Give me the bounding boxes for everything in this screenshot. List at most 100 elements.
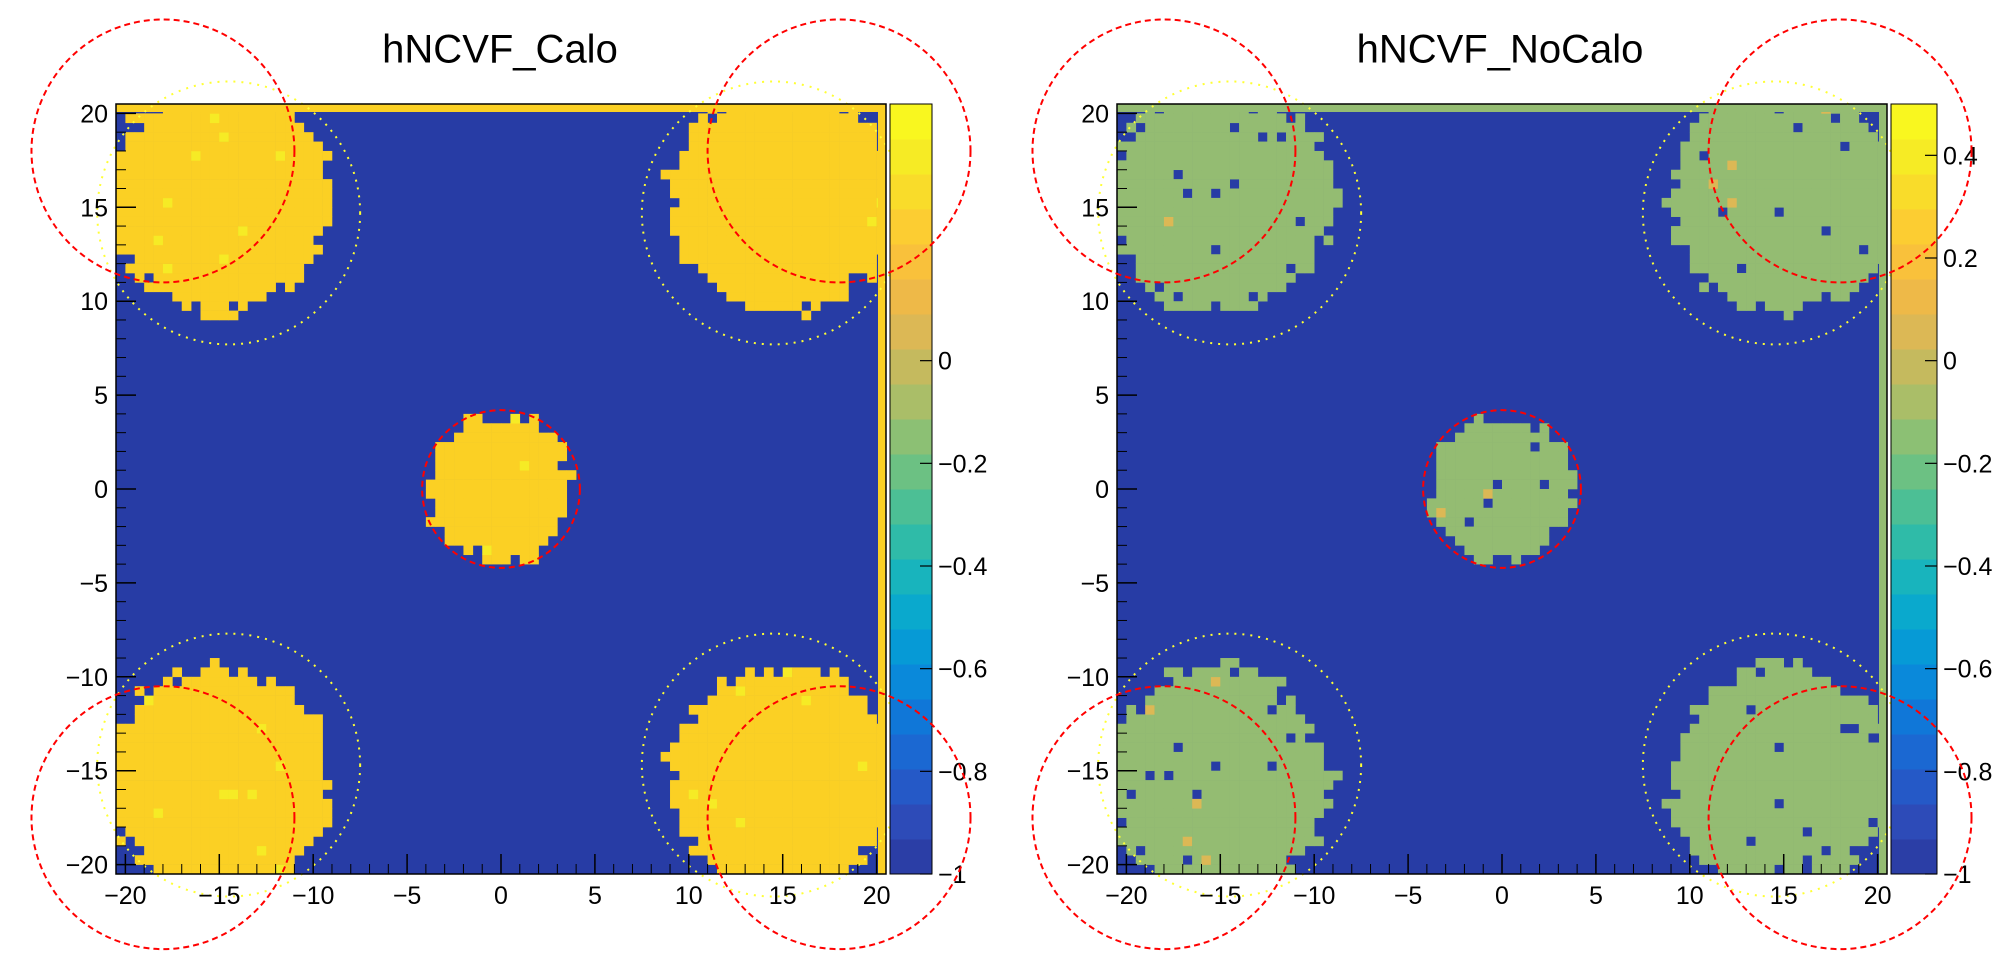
heatmap-bin [1699, 113, 1709, 124]
heatmap-bin [679, 808, 690, 818]
heatmap-bin [322, 798, 333, 809]
heatmap-bin [1793, 263, 1803, 274]
heatmap-bin [792, 817, 802, 828]
heatmap-bin [247, 723, 258, 734]
heatmap-bin [1849, 789, 1860, 800]
heatmap-bin [1445, 451, 1456, 462]
heatmap-bin [1793, 686, 1803, 696]
heatmap-bin [1182, 169, 1193, 180]
heatmap-bin [153, 188, 164, 199]
heatmap-bin [1840, 113, 1850, 124]
heatmap-bin [1868, 808, 1878, 818]
heatmap-bin [1173, 244, 1184, 255]
heatmap-bin [322, 808, 333, 818]
heatmap-bin [1163, 714, 1174, 725]
heatmap-bin [707, 733, 718, 743]
heatmap-bin [1220, 761, 1230, 772]
heatmap-bin [294, 141, 305, 152]
heatmap-bin [116, 188, 126, 199]
heatmap-bin [219, 817, 229, 828]
heatmap-bin [829, 169, 840, 180]
heatmap-bin [801, 235, 812, 246]
heatmap-bin [247, 770, 258, 781]
heatmap-bin [1708, 216, 1719, 227]
heatmap-bin [529, 423, 539, 433]
heatmap-bin [1267, 864, 1277, 875]
heatmap-bin [209, 216, 220, 227]
heatmap-bin [726, 704, 737, 715]
heatmap-bin [1727, 113, 1738, 124]
heatmap-bin [313, 817, 323, 828]
heatmap-bin [1126, 827, 1137, 837]
heatmap-bin [1840, 207, 1850, 217]
heatmap-bin [1764, 254, 1775, 264]
heatmap-bin [200, 789, 211, 800]
heatmap-bin [238, 770, 248, 781]
heatmap-bin [1201, 723, 1212, 734]
heatmap-bin [1229, 169, 1240, 180]
heatmap-bin [867, 197, 877, 208]
heatmap-bin [209, 695, 220, 706]
heatmap-bin [792, 122, 802, 133]
heatmap-bin [1802, 733, 1813, 743]
heatmap-bin [792, 254, 802, 264]
heatmap-bin [1783, 310, 1794, 321]
heatmap-bin [829, 179, 840, 189]
heatmap-bin [1548, 442, 1559, 452]
heatmap-bin [1286, 751, 1296, 762]
heatmap-bin [1764, 845, 1775, 856]
heatmap-bin [839, 282, 849, 293]
heatmap-bin [670, 780, 680, 790]
heatmap-bin [1163, 695, 1174, 706]
heatmap-bin [763, 742, 774, 753]
heatmap-bin [801, 113, 812, 124]
heatmap-bin [1774, 817, 1785, 828]
heatmap-bin [1154, 235, 1165, 246]
heatmap-bin [238, 723, 248, 734]
heatmap-bin [1502, 545, 1512, 556]
heatmap-bin [1257, 836, 1268, 847]
heatmap-bin [1286, 808, 1296, 818]
heatmap-bin [829, 282, 840, 293]
heatmap-bin [1229, 864, 1240, 875]
heatmap-bin [1511, 479, 1522, 490]
heatmap-bin [726, 742, 737, 753]
heatmap-bin [209, 207, 220, 217]
heatmap-bin [1811, 733, 1822, 743]
heatmap-bin [1727, 122, 1738, 133]
heatmap-bin [1257, 113, 1268, 124]
heatmap-bin [256, 836, 267, 847]
heatmap-bin [754, 676, 765, 687]
heatmap-bin [510, 470, 521, 480]
heatmap-bin [162, 216, 173, 227]
heatmap-bin [773, 723, 784, 734]
heatmap-bin [501, 460, 511, 471]
heatmap-bin [238, 808, 248, 818]
heatmap-bin [266, 188, 276, 199]
heatmap-bin [1276, 864, 1287, 875]
heatmap-bin [144, 827, 154, 837]
red-circle [1707, 685, 1973, 951]
heatmap-bin [1793, 113, 1803, 124]
heatmap-bin [482, 545, 492, 556]
heatmap-bin [1483, 554, 1493, 565]
heatmap-bin [181, 751, 192, 762]
heatmap-bin [1173, 808, 1184, 818]
heatmap-bin [1708, 761, 1719, 772]
heatmap-bin [1849, 780, 1860, 790]
heatmap-bin [1811, 291, 1822, 302]
heatmap-bin [1182, 226, 1193, 236]
heatmap-bin [1135, 179, 1146, 189]
heatmap-bin [275, 686, 286, 696]
heatmap-bin [1736, 667, 1747, 678]
heatmap-bin [1286, 160, 1296, 171]
heatmap-bin [1173, 150, 1184, 161]
heatmap-bin [1671, 770, 1681, 781]
heatmap-bin [1314, 742, 1324, 753]
heatmap-bin [839, 188, 849, 199]
heatmap-bin [1145, 723, 1155, 734]
heatmap-bin [1849, 282, 1860, 293]
heatmap-bin [745, 808, 755, 818]
heatmap-bin [801, 845, 812, 856]
heatmap-bin [1727, 817, 1738, 828]
